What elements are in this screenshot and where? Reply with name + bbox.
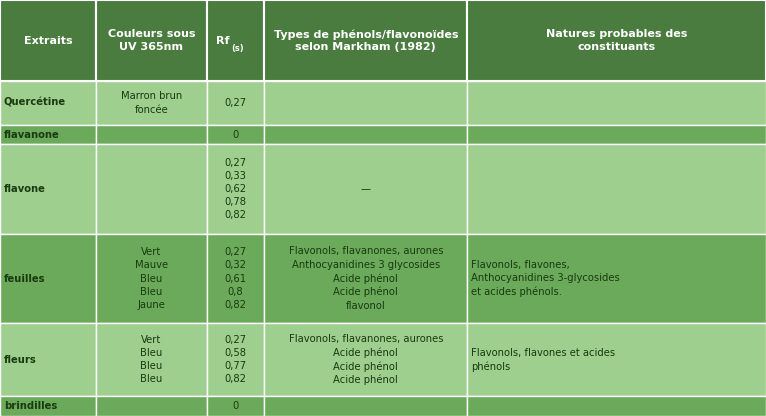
Bar <box>0 0 96 81</box>
Text: 0: 0 <box>232 401 239 411</box>
Bar <box>0 323 96 396</box>
Bar <box>96 125 207 144</box>
Bar <box>207 396 264 416</box>
Bar <box>264 81 467 125</box>
Bar <box>0 144 96 234</box>
Bar <box>207 144 264 234</box>
Bar <box>264 125 467 144</box>
Text: Vert
Mauve
Bleu
Bleu
Jaune: Vert Mauve Bleu Bleu Jaune <box>135 247 168 310</box>
Bar <box>264 323 467 396</box>
Text: Extraits: Extraits <box>24 35 72 46</box>
Text: fleurs: fleurs <box>4 354 37 365</box>
Text: feuilles: feuilles <box>4 273 45 284</box>
Bar <box>264 0 467 81</box>
Bar <box>96 0 207 81</box>
Text: Rf: Rf <box>216 35 230 46</box>
Bar <box>0 234 96 323</box>
Bar <box>264 234 467 323</box>
Text: 0,27
0,32
0,61
0,8
0,82: 0,27 0,32 0,61 0,8 0,82 <box>224 247 247 310</box>
Text: 0,27
0,33
0,62
0,78
0,82: 0,27 0,33 0,62 0,78 0,82 <box>224 158 247 220</box>
Text: (s): (s) <box>231 45 244 53</box>
Bar <box>467 0 766 81</box>
Bar <box>207 0 264 81</box>
Bar <box>207 234 264 323</box>
Text: Vert
Bleu
Bleu
Bleu: Vert Bleu Bleu Bleu <box>140 335 162 384</box>
Text: Flavonols, flavones et acides
phénols: Flavonols, flavones et acides phénols <box>471 348 615 371</box>
Bar <box>207 323 264 396</box>
Text: Couleurs sous
UV 365nm: Couleurs sous UV 365nm <box>107 30 195 52</box>
Text: 0: 0 <box>232 129 239 140</box>
Bar <box>96 396 207 416</box>
Bar <box>207 81 264 125</box>
Bar <box>264 396 467 416</box>
Bar <box>96 81 207 125</box>
Text: flavanone: flavanone <box>4 129 60 140</box>
Bar <box>96 323 207 396</box>
Text: Types de phénols/flavonoïdes
selon Markham (1982): Types de phénols/flavonoïdes selon Markh… <box>273 29 458 52</box>
Bar <box>96 144 207 234</box>
Bar <box>467 323 766 396</box>
Bar <box>264 144 467 234</box>
Text: 0,27
0,58
0,77
0,82: 0,27 0,58 0,77 0,82 <box>224 335 247 384</box>
Bar <box>207 125 264 144</box>
Text: Flavonols, flavanones, aurones
Acide phénol
Acide phénol
Acide phénol: Flavonols, flavanones, aurones Acide phé… <box>289 334 443 386</box>
Bar <box>96 234 207 323</box>
Bar <box>0 396 96 416</box>
Text: brindilles: brindilles <box>4 401 57 411</box>
Text: flavone: flavone <box>4 184 46 194</box>
Text: Natures probables des
constituants: Natures probables des constituants <box>546 30 687 52</box>
Text: Quercétine: Quercétine <box>4 98 66 108</box>
Bar <box>467 81 766 125</box>
Text: Marron brun
foncée: Marron brun foncée <box>121 92 182 114</box>
Bar <box>467 125 766 144</box>
Bar <box>0 81 96 125</box>
Text: Flavonols, flavones,
Anthocyanidines 3-glycosides
et acides phénols.: Flavonols, flavones, Anthocyanidines 3-g… <box>471 260 620 297</box>
Bar <box>467 234 766 323</box>
Text: Flavonols, flavanones, aurones
Anthocyanidines 3 glycosides
Acide phénol
Acide p: Flavonols, flavanones, aurones Anthocyan… <box>289 246 443 311</box>
Bar <box>467 396 766 416</box>
Bar <box>467 144 766 234</box>
Bar <box>0 125 96 144</box>
Text: 0,27: 0,27 <box>224 98 247 108</box>
Text: —: — <box>361 184 371 194</box>
